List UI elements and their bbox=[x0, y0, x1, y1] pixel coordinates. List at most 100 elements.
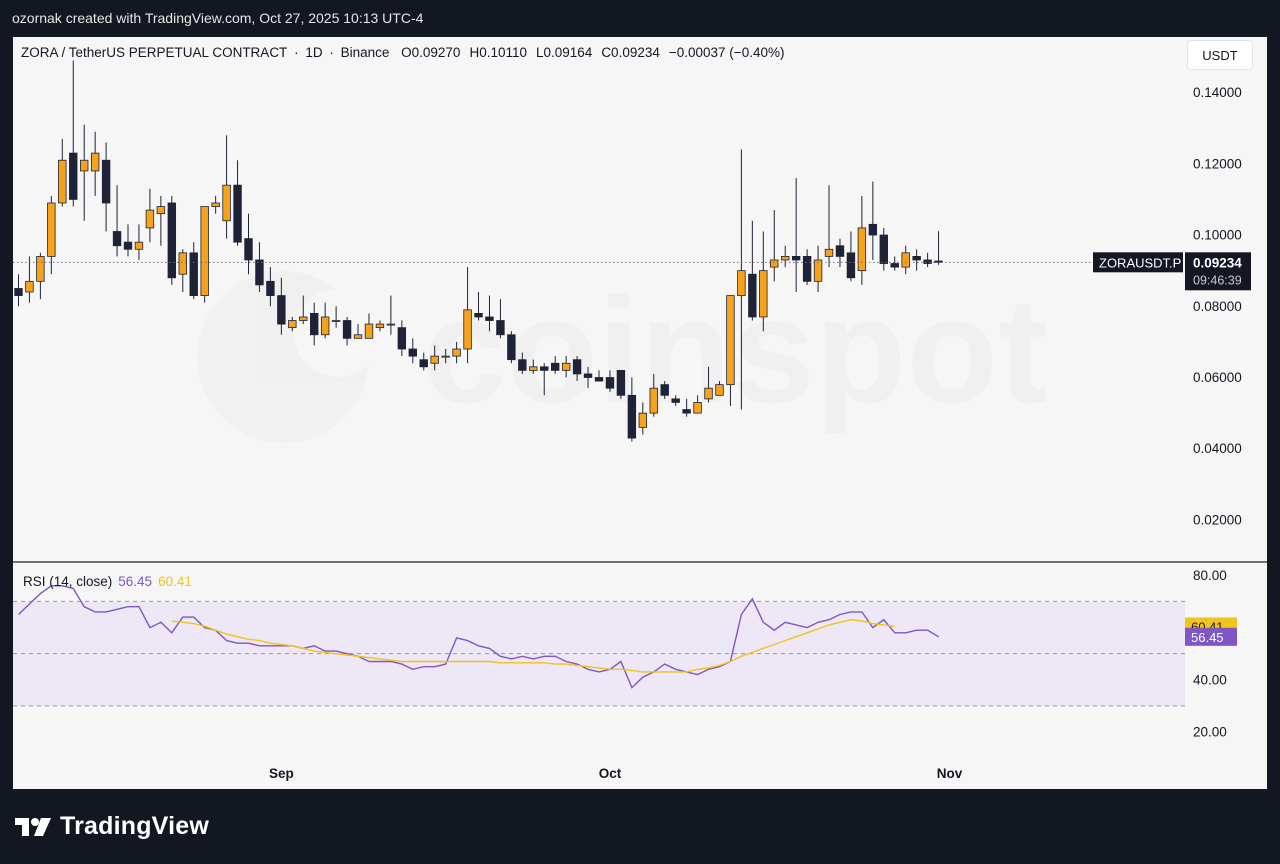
rsi-tick-label: 80.00 bbox=[1193, 568, 1227, 583]
candle-body bbox=[452, 348, 461, 357]
candle bbox=[583, 366, 593, 389]
legend-pair[interactable]: ZORA / TetherUS PERPETUAL CONTRACT bbox=[21, 45, 288, 60]
candle-body bbox=[561, 362, 571, 371]
rsi-legend-ma-value: 60.41 bbox=[158, 574, 192, 589]
chart-canvas[interactable]: coinspot 0.14000 0.12000 0.10000 0.08000 0.0… bbox=[13, 37, 1267, 789]
time-axis[interactable]: Sep Oct Nov bbox=[269, 766, 963, 781]
candle-body bbox=[331, 320, 341, 322]
candle bbox=[934, 231, 943, 265]
candle bbox=[134, 224, 144, 260]
candle bbox=[890, 256, 899, 271]
candle-body bbox=[310, 312, 319, 336]
candle bbox=[408, 338, 417, 364]
candle-body bbox=[288, 320, 297, 329]
rsi-tick-label: 20.00 bbox=[1193, 725, 1227, 740]
candle-body bbox=[408, 348, 417, 357]
candle-body bbox=[770, 259, 779, 268]
candle bbox=[759, 231, 768, 332]
chart-panel[interactable]: coinspot 0.14000 0.12000 0.10000 0.08000 0.0… bbox=[13, 37, 1267, 789]
candle bbox=[682, 398, 691, 417]
candle bbox=[715, 381, 724, 396]
candle bbox=[813, 245, 823, 293]
candle-body bbox=[616, 369, 626, 396]
candle-body bbox=[890, 263, 899, 268]
legend-interval[interactable]: 1D bbox=[305, 45, 323, 60]
candle-body bbox=[594, 377, 604, 382]
candle-body bbox=[342, 320, 352, 339]
candle-body bbox=[353, 334, 363, 339]
candle-body bbox=[244, 238, 253, 261]
price-tick-label: 0.14000 bbox=[1193, 85, 1242, 100]
top-bar: ozornak created with TradingView.com, Oc… bbox=[0, 0, 1280, 36]
candle bbox=[266, 267, 275, 307]
candle-body bbox=[802, 256, 812, 282]
price-tick-label: 0.02000 bbox=[1193, 512, 1242, 527]
candle-body bbox=[430, 355, 439, 364]
candle bbox=[923, 252, 932, 268]
tradingview-logo[interactable]: TradingView bbox=[14, 812, 209, 841]
candle-body bbox=[737, 270, 746, 296]
candle-body bbox=[693, 402, 702, 414]
legend-high: H0.10110 bbox=[469, 45, 527, 60]
candle bbox=[901, 245, 910, 275]
tradingview-logo-text: TradingView bbox=[60, 812, 210, 840]
candle bbox=[748, 220, 757, 321]
candle-body bbox=[101, 159, 111, 204]
candle-body bbox=[375, 323, 385, 329]
price-tick-label: 0.12000 bbox=[1193, 156, 1242, 171]
candle bbox=[277, 277, 286, 335]
candle-body bbox=[90, 152, 100, 172]
candle bbox=[649, 373, 658, 417]
rsi-legend-value: 56.45 bbox=[118, 574, 153, 589]
candle bbox=[463, 267, 472, 364]
candle bbox=[594, 370, 604, 382]
symbol-price-tag[interactable] bbox=[1093, 252, 1183, 273]
candle bbox=[660, 381, 669, 399]
candle-body bbox=[386, 323, 396, 326]
candle-body bbox=[572, 359, 582, 375]
candle-body bbox=[682, 409, 691, 414]
candle bbox=[879, 227, 888, 271]
rsi-legend-label[interactable]: RSI (14, close) bbox=[23, 574, 113, 589]
candle bbox=[288, 316, 297, 332]
last-price-tag bbox=[1185, 252, 1251, 291]
candle-body bbox=[47, 202, 56, 257]
candle bbox=[397, 320, 407, 357]
candle-body bbox=[320, 316, 330, 336]
candle-body bbox=[441, 355, 450, 358]
candle-body bbox=[36, 256, 45, 282]
candle bbox=[550, 356, 560, 374]
candle bbox=[770, 210, 779, 282]
currency-unit-button[interactable]: USDT bbox=[1187, 40, 1253, 70]
rsi-legend: RSI (14, close) 56.45 60.41 bbox=[23, 574, 192, 589]
candle-body bbox=[58, 159, 67, 204]
candle bbox=[912, 249, 921, 271]
candle bbox=[233, 160, 242, 246]
rsi-value-tag bbox=[1185, 627, 1237, 646]
candle bbox=[36, 252, 45, 300]
candle bbox=[726, 295, 735, 406]
candle-body bbox=[474, 312, 483, 318]
candle-body bbox=[781, 256, 790, 261]
candle bbox=[452, 341, 461, 364]
candle bbox=[846, 231, 856, 282]
candle-body bbox=[835, 245, 845, 257]
candle bbox=[101, 142, 111, 232]
candle-body bbox=[255, 259, 264, 286]
candle-body bbox=[419, 359, 428, 368]
candle-body bbox=[605, 377, 615, 389]
candle bbox=[156, 195, 166, 246]
candle bbox=[835, 238, 845, 268]
candle-body bbox=[748, 273, 757, 318]
candle bbox=[47, 195, 56, 275]
candle-body bbox=[134, 241, 144, 250]
rsi-ma-line bbox=[171, 618, 895, 673]
price-axis[interactable]: 0.14000 0.12000 0.10000 0.08000 0.06000 0.040… bbox=[1093, 85, 1251, 527]
candle bbox=[561, 356, 571, 378]
candle bbox=[791, 178, 801, 293]
candle bbox=[69, 60, 78, 207]
time-tick-label: Oct bbox=[599, 766, 622, 781]
legend-close: C0.09234 bbox=[601, 45, 660, 60]
candle bbox=[25, 256, 34, 303]
